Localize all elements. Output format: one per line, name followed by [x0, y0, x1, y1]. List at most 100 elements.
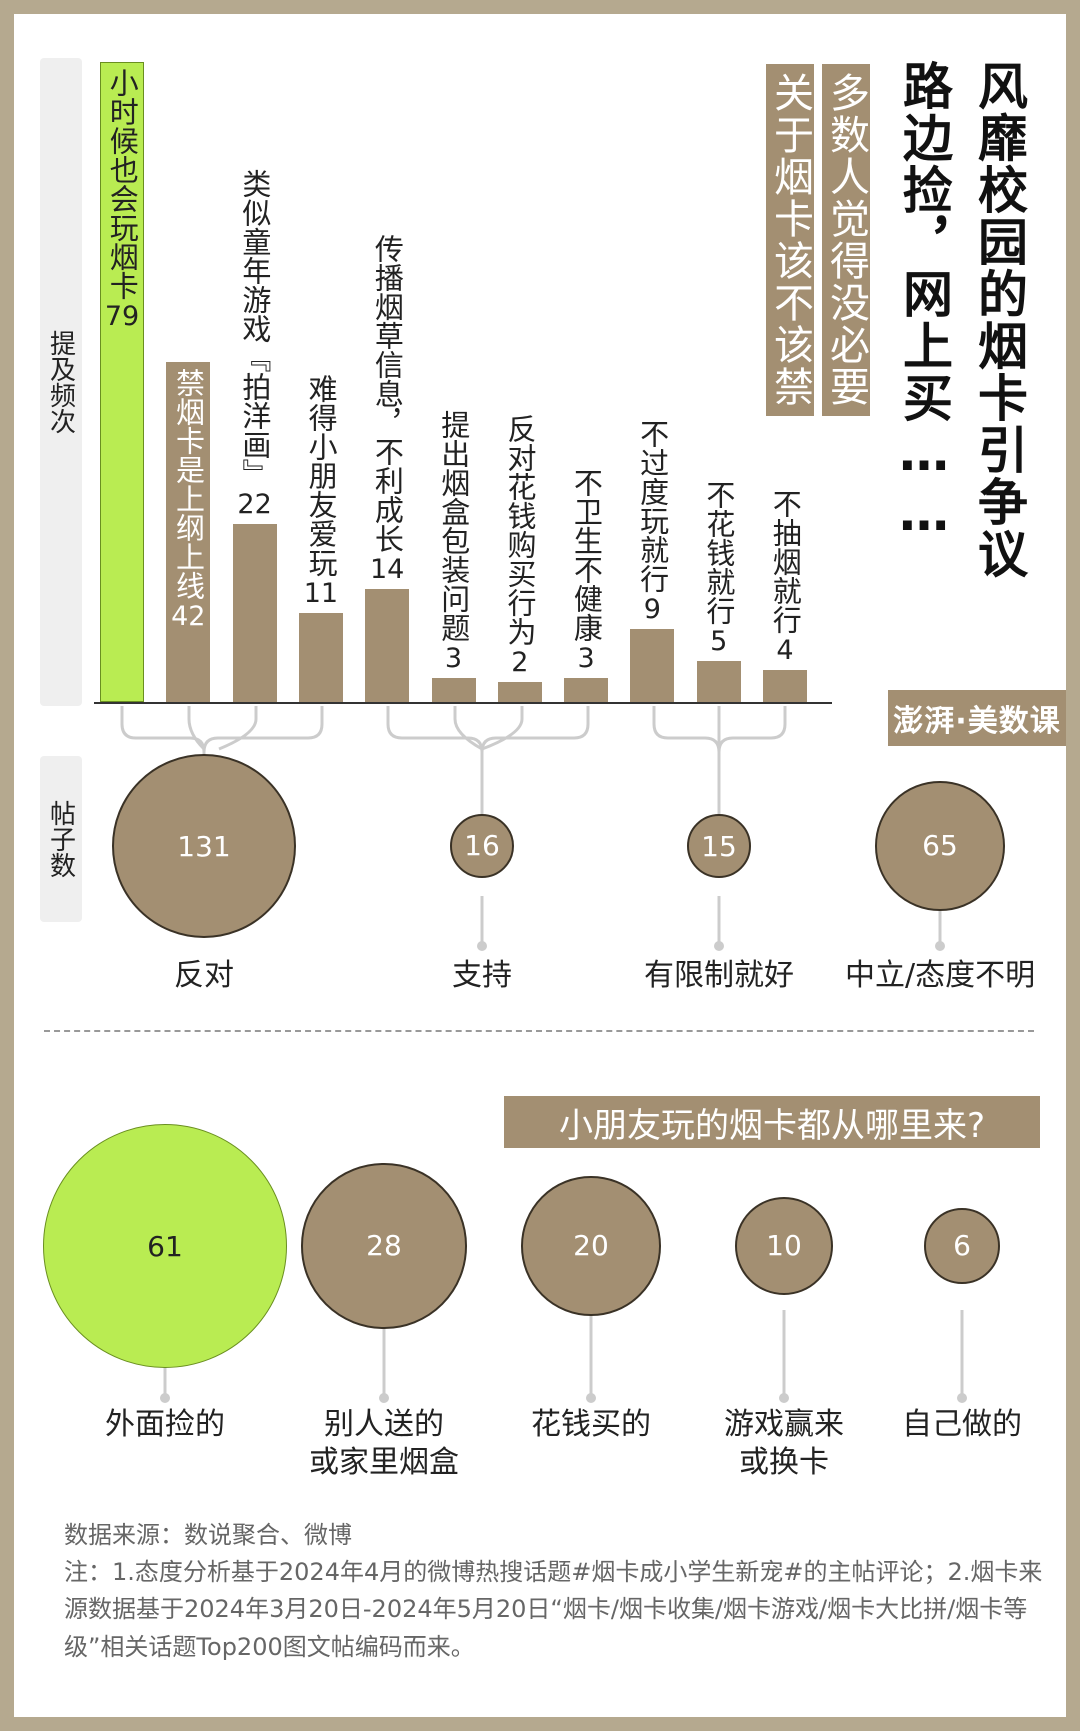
- connector-line: [717, 706, 787, 753]
- bar-4: [298, 612, 343, 702]
- bar-category-text: 提出烟盒包装问题: [436, 409, 471, 642]
- bar-label-7: 反对花钱购买行为 2: [500, 414, 540, 678]
- infographic-frame: 风靡校园的烟卡引争议 路边捡，网上买…… 多数人觉得没必要 关于烟卡该不该禁 澎…: [14, 14, 1066, 1717]
- attitude-value: 16: [464, 829, 500, 863]
- tag-majority: 多数人觉得没必要: [822, 64, 870, 416]
- bar-value-text: 2: [511, 647, 529, 678]
- bar-label-5: 传播烟草信息，不利成长 14: [367, 234, 407, 585]
- connector-dot: [779, 1393, 789, 1403]
- bar-7: [497, 682, 542, 702]
- attitude-value: 15: [701, 829, 737, 863]
- source-bubble-4: 10: [734, 1196, 834, 1296]
- bar-category-text: 小时候也会玩烟卡: [105, 68, 140, 300]
- attitude-label: 反对: [174, 958, 234, 993]
- tag-ban-question: 关于烟卡该不该禁: [766, 64, 814, 416]
- bar-5: [365, 588, 410, 702]
- bar-11: [763, 669, 807, 702]
- source-bubble-1: 61: [43, 1124, 287, 1368]
- source-label: 游戏赢来 或换卡: [724, 1406, 844, 1481]
- attitude-bubble-2: 16: [449, 813, 515, 879]
- attitude-bubble-3: 15: [687, 814, 751, 878]
- bar-label-6: 提出烟盒包装问题 3: [434, 410, 474, 674]
- source-value: 20: [573, 1229, 609, 1263]
- source-bubble-5: 6: [923, 1207, 1001, 1285]
- posts-axis-label: 帖子数: [40, 756, 82, 922]
- connector-line: [480, 706, 590, 753]
- bar-label-2: 禁烟卡是上纲上线 42: [168, 368, 208, 632]
- connector-line: [202, 706, 324, 753]
- bar-2: [166, 361, 211, 702]
- bar-category-text: 不花钱就行: [701, 480, 736, 626]
- bar-category-text: 不抽烟就行: [768, 488, 803, 634]
- bar-label-1: 小时候也会玩烟卡 79: [102, 68, 142, 332]
- source-label: 花钱买的: [531, 1406, 651, 1444]
- bar-category-text: 类似童年游戏『拍洋画』: [237, 168, 272, 488]
- connector-line: [386, 706, 484, 834]
- connector-dot: [586, 1393, 596, 1403]
- bar-value-text: 42: [171, 600, 206, 632]
- source-value: 28: [366, 1229, 402, 1263]
- source-label: 自己做的: [902, 1406, 1022, 1444]
- source-label-line1: 外面捡的: [105, 1407, 225, 1442]
- bar-value-text: 11: [303, 577, 339, 609]
- bar-value-text: 79: [104, 301, 140, 332]
- page-title: 风靡校园的烟卡引争议: [970, 60, 1028, 580]
- attitude-value: 65: [922, 829, 958, 863]
- bar-category-text: 难得小朋友爱玩: [304, 373, 339, 577]
- frequency-axis-label: 提及频次: [40, 58, 82, 706]
- connector-line: [187, 706, 206, 751]
- bar-category-text: 反对花钱购买行为: [503, 414, 538, 646]
- source-value: 6: [953, 1229, 971, 1263]
- bar-category-text: 不卫生不健康: [569, 467, 604, 642]
- bar-value-text: 5: [710, 626, 728, 658]
- attitude-label: 中立/态度不明: [845, 958, 1036, 993]
- methodology-note: 注：1.态度分析基于2024年4月的微博热搜话题#烟卡成小学生新宠#的主帖评论；…: [64, 1558, 1043, 1661]
- bar-label-10: 不花钱就行 5: [699, 480, 739, 657]
- connector-dot: [957, 1393, 967, 1403]
- source-label-line1: 自己做的: [902, 1407, 1022, 1442]
- posts-axis-text: 帖子数: [45, 800, 76, 878]
- attitude-bubble-1: 131: [112, 754, 296, 938]
- source-label: 别人送的 或家里烟盒: [309, 1406, 459, 1481]
- source-label-line2: 或家里烟盒: [309, 1444, 459, 1480]
- bar-1: [100, 62, 144, 702]
- bar-value-text: 22: [237, 488, 272, 520]
- bar-label-8: 不卫生不健康 3: [566, 468, 606, 674]
- source-label: 外面捡的: [105, 1406, 225, 1444]
- bar-3: [232, 523, 277, 702]
- connector-dot: [477, 941, 487, 951]
- sources-question-banner: 小朋友玩的烟卡都从哪里来?: [504, 1096, 1040, 1148]
- connector-line: [453, 706, 483, 751]
- bar-6: [431, 677, 476, 702]
- source-label-line2: 或换卡: [739, 1444, 829, 1480]
- connector-dot: [935, 941, 945, 951]
- source-bubble-2: 28: [301, 1163, 467, 1329]
- bar-label-4: 难得小朋友爱玩 11: [301, 374, 341, 609]
- source-label-line1: 游戏赢来: [724, 1407, 844, 1442]
- bar-label-3: 类似童年游戏『拍洋画』 22: [235, 169, 275, 520]
- attitude-label: 支持: [452, 958, 512, 993]
- source-value: 61: [147, 1229, 183, 1263]
- connector-line: [218, 706, 258, 751]
- connector-dot: [379, 1393, 389, 1403]
- bar-label-9: 不过度玩就行 9: [632, 419, 672, 625]
- source-label-line1: 别人送的: [324, 1407, 444, 1442]
- footnotes: 数据来源：数说聚合、微博 注：1.态度分析基于2024年4月的微博热搜话题#烟卡…: [64, 1517, 1044, 1666]
- connector-dot: [160, 1393, 170, 1403]
- bar-category-text: 不过度玩就行: [635, 419, 670, 594]
- source-label-line1: 花钱买的: [531, 1407, 651, 1442]
- section-divider: [44, 1030, 1034, 1032]
- bar-10: [696, 661, 741, 702]
- frequency-axis-text: 提及频次: [45, 330, 76, 434]
- bar-category-text: 禁烟卡是上纲上线: [171, 367, 206, 600]
- bar-baseline: [94, 702, 832, 704]
- attitude-label: 有限制就好: [644, 958, 794, 993]
- bar-label-11: 不抽烟就行 4: [765, 489, 805, 666]
- bar-8: [564, 677, 609, 702]
- bar-value-text: 9: [643, 594, 661, 626]
- bar-value-text: 14: [370, 553, 405, 585]
- bar-value-text: 3: [577, 642, 595, 674]
- bar-value-text: 4: [776, 634, 794, 666]
- source-value: 10: [766, 1229, 802, 1263]
- bar-category-text: 传播烟草信息，不利成长: [370, 233, 405, 553]
